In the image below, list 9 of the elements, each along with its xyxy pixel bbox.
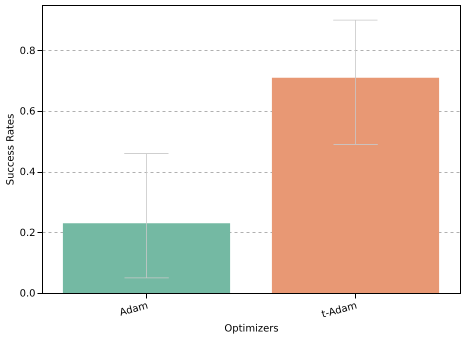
y-tick-label: 0.4 xyxy=(20,167,36,178)
y-tick-label: 0.2 xyxy=(20,228,36,239)
y-tick-label: 0.0 xyxy=(20,288,36,300)
x-tick-label: t-Adam xyxy=(320,300,358,320)
x-tick-label: Adam xyxy=(118,300,150,319)
y-tick-label: 0.6 xyxy=(20,106,36,118)
x-axis-title: Optimizers xyxy=(224,324,279,335)
y-axis-title: Success Rates xyxy=(6,114,17,186)
y-tick-label: 0.8 xyxy=(20,46,36,57)
